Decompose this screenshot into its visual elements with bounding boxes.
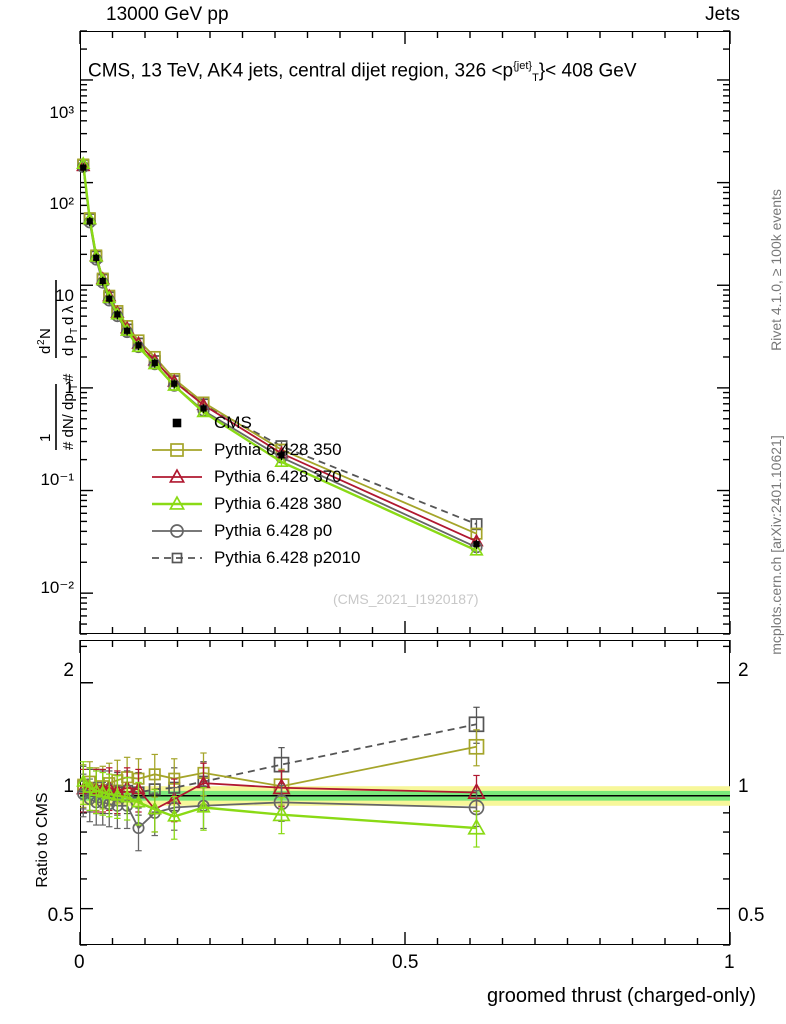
x-axis-label: groomed thrust (charged-only) — [486, 985, 756, 1007]
svg-text:d: d — [37, 346, 54, 354]
legend-marker-icon — [150, 521, 204, 541]
ytick-main-1em2: 10⁻² — [40, 578, 74, 597]
ytick-ratio-1-right: 1 — [738, 776, 749, 797]
legend-item-label: Pythia 6.428 380 — [214, 493, 342, 513]
rivet-version-label: Rivet 4.1.0, ≥ 100k events — [768, 189, 784, 351]
ytick-main-1: 1 — [64, 378, 74, 397]
ratio-series-pythia-6-428-380 — [76, 761, 486, 848]
ytick-ratio-05-left: 0.5 — [47, 905, 74, 926]
svg-text:# dN/ dp: # dN/ dp — [60, 393, 77, 450]
header-category: Jets — [705, 4, 740, 25]
plot-title-sub: T — [532, 72, 539, 85]
plot-title-post: }< 408 GeV — [538, 60, 637, 82]
legend-marker-icon — [150, 548, 204, 568]
svg-text:d: d — [60, 317, 77, 325]
plot-title-pre: CMS, 13 TeV, AK4 jets, central dijet reg… — [88, 60, 514, 82]
ytick-ratio-2-left: 2 — [63, 660, 74, 681]
legend-item-label: Pythia 6.428 p0 — [214, 520, 333, 540]
legend-marker-icon — [150, 440, 204, 460]
legend: CMS Pythia 6.428 350 Pythia 6.428 370 Pythi… — [150, 409, 361, 571]
svg-text:λ: λ — [60, 305, 77, 313]
ratio-plot-canvas — [76, 640, 731, 946]
main-plot-canvas — [76, 30, 731, 635]
y-axis-label-ratio: Ratio to CMS — [34, 792, 51, 888]
legend-item-label: Pythia 6.428 370 — [214, 466, 342, 486]
svg-text:T: T — [69, 384, 80, 390]
ytick-main-1e2: 10² — [49, 194, 74, 213]
xtick-05: 0.5 — [392, 952, 419, 973]
mcplots-source-label: mcplots.cern.ch [arXiv:2401.10621] — [768, 435, 784, 655]
svg-text:#: # — [60, 373, 77, 382]
xtick-1: 1 — [724, 952, 735, 973]
legend-item-cms[interactable]: CMS — [150, 409, 361, 436]
legend-item-pythia-6-428-p2010[interactable]: Pythia 6.428 p2010 — [150, 544, 361, 571]
y-axis-label-main: 1 # dN/ dp T # d 2 N d p T d λ — [34, 150, 80, 450]
ytick-ratio-1-left: 1 — [63, 776, 74, 797]
svg-text:N: N — [37, 328, 54, 339]
legend-item-pythia-6-428-370[interactable]: Pythia 6.428 370 — [150, 463, 361, 490]
xtick-0: 0 — [74, 952, 85, 973]
svg-text:2: 2 — [36, 339, 47, 345]
ytick-ratio-05-right: 0.5 — [738, 905, 765, 926]
svg-text:d p: d p — [60, 335, 77, 356]
ytick-ratio-2-right: 2 — [738, 660, 749, 681]
ytick-main-1e3: 10³ — [49, 103, 74, 122]
plot-title-sup: {jet} — [513, 60, 533, 72]
legend-item-label: Pythia 6.428 350 — [214, 439, 342, 459]
legend-item-pythia-6-428-p0[interactable]: Pythia 6.428 p0 — [150, 517, 361, 544]
ytick-main-1em1: 10⁻¹ — [40, 470, 74, 489]
dataset-watermark: (CMS_2021_I1920187) — [333, 591, 479, 607]
svg-text:T: T — [69, 328, 80, 334]
legend-item-label: CMS — [214, 412, 252, 432]
legend-item-label: Pythia 6.428 p2010 — [214, 547, 361, 567]
svg-text:1: 1 — [37, 434, 54, 442]
legend-marker-icon — [150, 413, 204, 433]
legend-item-pythia-6-428-350[interactable]: Pythia 6.428 350 — [150, 436, 361, 463]
legend-item-pythia-6-428-380[interactable]: Pythia 6.428 380 — [150, 490, 361, 517]
plot-title: CMS, 13 TeV, AK4 jets, central dijet reg… — [88, 60, 637, 84]
legend-marker-icon — [150, 467, 204, 487]
header-energy: 13000 GeV pp — [106, 4, 229, 25]
series-cms — [80, 163, 480, 549]
legend-marker-icon — [150, 494, 204, 514]
ytick-main-10: 10 — [55, 286, 74, 305]
